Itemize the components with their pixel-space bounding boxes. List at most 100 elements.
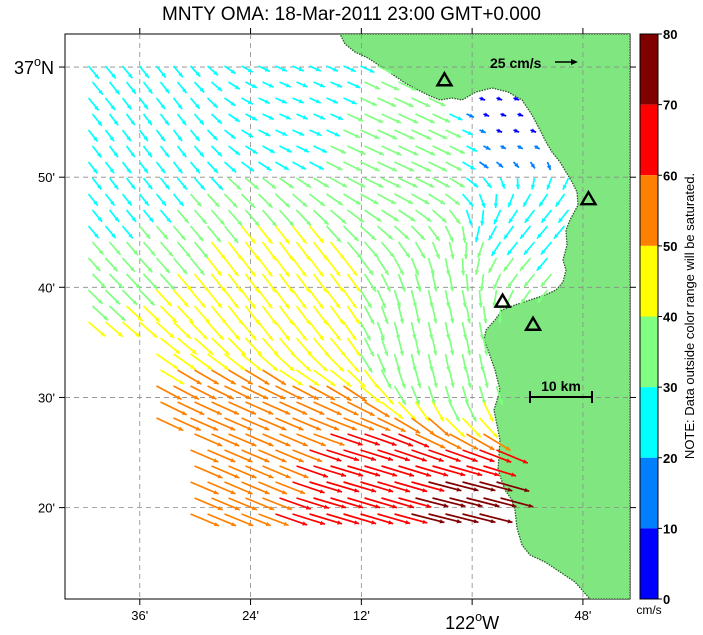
- current-vector: [346, 273, 362, 293]
- reference-vector-head: [571, 59, 578, 65]
- current-vector: [159, 113, 170, 126]
- current-vector: [313, 401, 342, 416]
- current-vector: [330, 465, 364, 477]
- current-vector: [474, 225, 481, 243]
- current-vector: [520, 289, 532, 305]
- current-vector: [519, 257, 532, 272]
- current-vector: [274, 289, 290, 310]
- scale-bar-label: 10 km: [541, 378, 581, 394]
- current-vector: [502, 257, 515, 272]
- current-vector: [326, 385, 352, 402]
- current-vector: [189, 225, 204, 242]
- current-vector: [296, 401, 325, 416]
- current-vector: [479, 481, 513, 492]
- current-vector: [262, 465, 291, 479]
- current-vector: [296, 177, 312, 189]
- current-vector: [364, 81, 381, 90]
- current-vector: [189, 161, 201, 174]
- current-vector: [279, 497, 312, 510]
- current-vector: [258, 481, 288, 495]
- current-vector: [240, 353, 262, 372]
- current-vector: [325, 289, 341, 309]
- current-vector: [108, 209, 120, 223]
- current-vector: [444, 193, 461, 206]
- current-vector: [194, 401, 222, 416]
- current-vector: [482, 401, 495, 423]
- current-vector: [296, 433, 327, 447]
- current-vector: [562, 177, 570, 191]
- current-vector: [176, 81, 188, 94]
- current-vector: [173, 417, 202, 432]
- current-vector: [326, 193, 344, 206]
- current-vector: [275, 129, 288, 137]
- current-vector: [194, 465, 223, 479]
- current-vector: [261, 241, 277, 261]
- current-vector: [360, 97, 378, 107]
- current-vector: [326, 161, 343, 171]
- current-vector: [487, 257, 498, 274]
- current-vector: [309, 161, 325, 171]
- current-vector: [142, 145, 153, 158]
- current-vector: [360, 417, 391, 432]
- current-vector: [394, 161, 415, 172]
- current-vector: [193, 209, 208, 225]
- current-vector: [462, 161, 476, 171]
- current-vector: [462, 129, 473, 136]
- current-vector: [125, 241, 139, 256]
- current-vector: [104, 97, 116, 111]
- current-vector: [292, 513, 326, 526]
- current-vector: [244, 209, 260, 227]
- current-vector: [343, 417, 375, 431]
- current-vector: [313, 145, 328, 154]
- current-vector: [207, 481, 236, 495]
- current-vector: [398, 497, 432, 508]
- current-vector: [363, 305, 375, 325]
- current-vector: [364, 177, 384, 188]
- current-vector: [553, 225, 566, 240]
- current-vector: [343, 513, 377, 525]
- current-vector: [397, 305, 404, 324]
- current-vector: [159, 209, 172, 223]
- current-vector: [108, 273, 124, 289]
- current-vector: [343, 65, 357, 73]
- current-vector: [156, 417, 184, 432]
- current-vector: [427, 417, 450, 437]
- current-vector: [258, 161, 272, 172]
- current-vector: [240, 161, 255, 173]
- current-vector: [210, 145, 223, 157]
- current-vector: [381, 465, 415, 477]
- current-vector: [380, 273, 392, 293]
- current-vector: [496, 96, 503, 101]
- current-vector: [258, 65, 271, 73]
- current-vector: [342, 257, 358, 277]
- current-vector: [172, 321, 192, 340]
- current-vector: [498, 305, 503, 324]
- current-vector: [347, 177, 366, 188]
- current-vector: [460, 257, 466, 276]
- current-vector: [312, 305, 329, 325]
- current-vector: [279, 81, 292, 88]
- current-vector: [211, 465, 240, 479]
- current-vector: [478, 289, 483, 308]
- current-vector: [278, 273, 294, 294]
- colorbar-tick-label: 50: [663, 239, 677, 254]
- current-vector: [360, 481, 394, 493]
- current-vector: [309, 97, 322, 104]
- current-vector: [87, 289, 104, 305]
- current-vector: [210, 337, 230, 356]
- current-vector: [479, 273, 485, 292]
- current-vector: [108, 113, 119, 126]
- current-vector: [156, 353, 179, 370]
- current-vector: [380, 305, 389, 325]
- current-vector: [376, 257, 390, 276]
- current-vector: [228, 113, 241, 123]
- current-vector: [121, 321, 141, 338]
- current-vector: [359, 257, 374, 276]
- current-vector: [445, 449, 478, 463]
- current-vector: [279, 433, 309, 447]
- current-vector: [292, 385, 319, 401]
- current-vector: [500, 144, 507, 150]
- current-vector: [291, 321, 308, 341]
- current-vector: [275, 513, 308, 526]
- current-vector: [479, 96, 486, 101]
